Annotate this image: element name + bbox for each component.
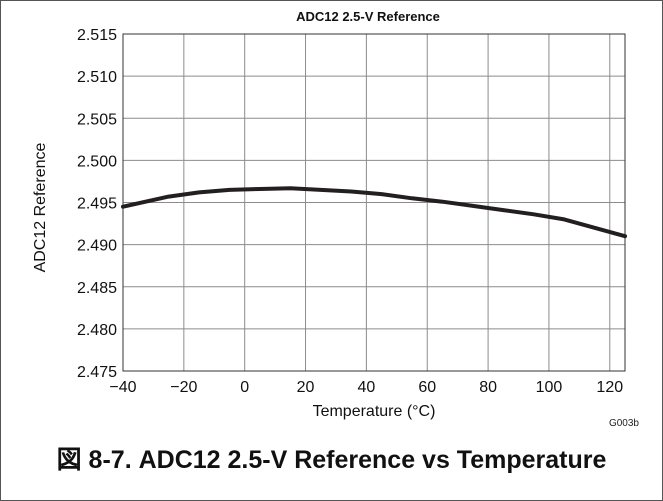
y-axis: 2.475 2.480 2.485 2.490 2.495 2.500 2.505 2.510… bbox=[77, 27, 117, 381]
y-tick-label: 2.505 bbox=[77, 111, 117, 128]
y-tick-label: 2.480 bbox=[77, 322, 117, 339]
series-line bbox=[121, 186, 627, 239]
y-tick-label: 2.515 bbox=[77, 27, 117, 44]
x-tick-label: 100 bbox=[536, 379, 563, 396]
y-tick-label: 2.500 bbox=[77, 153, 117, 170]
x-tick-label: 0 bbox=[240, 379, 249, 396]
plot-area bbox=[122, 33, 626, 372]
figure-caption: 図 8-7. ADC12 2.5-V Reference vs Temperat… bbox=[56, 446, 607, 474]
y-tick-label: 2.495 bbox=[77, 196, 117, 213]
y-tick-label: 2.490 bbox=[77, 238, 117, 255]
y-tick-label: 2.510 bbox=[77, 69, 117, 86]
grid bbox=[122, 33, 625, 372]
x-tick-label: −40 bbox=[109, 379, 136, 396]
figure-code: G003b bbox=[608, 418, 639, 429]
x-axis: −40 −20 0 20 40 60 80 100 120 bbox=[109, 379, 623, 396]
y-tick-label: 2.475 bbox=[77, 364, 117, 381]
x-tick-label: 60 bbox=[418, 379, 436, 396]
x-axis-label: Temperature (°C) bbox=[313, 403, 436, 420]
chart-title: ADC12 2.5-V Reference bbox=[296, 9, 440, 24]
y-axis-label: ADC12 Reference bbox=[32, 142, 49, 272]
series-group bbox=[121, 186, 627, 239]
x-tick-label: 20 bbox=[297, 379, 315, 396]
y-tick-label: 2.485 bbox=[77, 280, 117, 297]
x-tick-label: −20 bbox=[170, 379, 197, 396]
x-tick-label: 120 bbox=[596, 379, 623, 396]
x-tick-label: 40 bbox=[357, 379, 375, 396]
line-chart: ADC12 2.5-V Reference 2.4752.4802.4852.4… bbox=[32, 9, 627, 420]
x-tick-label: 80 bbox=[479, 379, 497, 396]
